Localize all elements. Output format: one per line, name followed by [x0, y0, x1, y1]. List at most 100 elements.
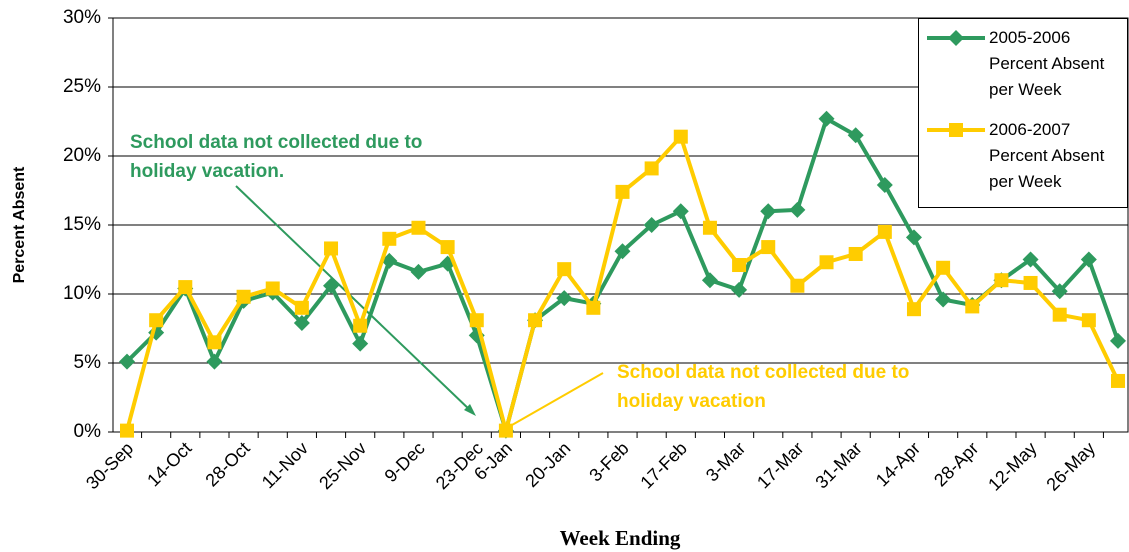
data-point [323, 277, 340, 294]
data-point [120, 423, 134, 438]
data-point [936, 260, 951, 275]
data-point [1023, 275, 1038, 290]
data-point [1051, 283, 1068, 300]
y-tick-label: 25% [63, 76, 101, 97]
x-tick-label: 31-Mar [811, 438, 865, 492]
annotation-text: School data not collected due to [617, 362, 909, 383]
x-tick-label: 11-Nov [258, 438, 312, 492]
data-point [294, 300, 309, 315]
x-tick-label: 25-Nov [315, 438, 370, 493]
data-point [469, 313, 484, 328]
data-point [761, 240, 776, 255]
data-point [207, 335, 222, 350]
data-point [1052, 307, 1067, 322]
y-tick-label: 20% [63, 145, 101, 166]
annotation-pointer [511, 372, 604, 426]
x-axis-title: Week Ending [560, 526, 681, 550]
data-point [119, 353, 135, 370]
legend-item: 2005-2006 Percent Absent per Week [919, 25, 1129, 105]
annotation-text: holiday vacation [617, 391, 766, 412]
x-tick-label: 30-Sep [82, 438, 137, 493]
y-tick-label: 30% [63, 7, 101, 28]
data-point [324, 241, 339, 256]
data-point [848, 246, 863, 261]
data-point [382, 231, 397, 246]
data-point [352, 335, 369, 352]
data-point [556, 290, 573, 307]
x-tick-label: 26-May [1042, 438, 1099, 495]
data-point [732, 258, 747, 273]
data-point [672, 203, 689, 220]
data-point [615, 184, 630, 199]
data-point [644, 161, 659, 176]
data-point [498, 423, 513, 438]
data-point [528, 313, 543, 328]
data-point [789, 201, 806, 218]
annotation-text: School data not collected due to [130, 132, 422, 153]
data-point [819, 255, 834, 270]
legend-item: 2006-2007 Percent Absent per Week [919, 117, 1129, 197]
data-point [149, 313, 164, 328]
x-tick-label: 9-Dec [381, 438, 429, 486]
data-point [935, 291, 952, 308]
x-tick-label: 3-Mar [702, 438, 749, 485]
arrow-head [464, 404, 476, 416]
data-point [994, 273, 1009, 288]
data-point [1080, 251, 1097, 268]
legend-marker [948, 30, 964, 46]
plot-border [112, 17, 1129, 433]
x-tick-label: 14-Oct [143, 438, 195, 490]
data-point [906, 302, 921, 317]
data-point [790, 278, 805, 293]
data-point [206, 353, 223, 370]
data-point [760, 203, 777, 220]
data-point [702, 220, 717, 235]
data-point [178, 280, 193, 295]
y-axis-title: Percent Absent [11, 166, 28, 283]
x-tick-label: 28-Apr [930, 438, 982, 490]
data-point [1111, 373, 1125, 388]
y-tick-label: 5% [74, 352, 102, 373]
x-tick-label: 17-Feb [637, 438, 691, 492]
annotation-arrow [235, 185, 473, 413]
y-tick-label: 10% [63, 283, 101, 304]
data-point [1022, 251, 1039, 268]
data-point [236, 289, 251, 304]
data-point [643, 217, 660, 233]
data-point [876, 176, 893, 193]
data-point [701, 272, 718, 289]
x-tick-label: 12-May [984, 438, 1041, 495]
data-point [673, 129, 688, 144]
y-tick-label: 0% [74, 421, 102, 442]
x-tick-label: 17-Mar [753, 438, 807, 492]
x-tick-label: 28-Oct [201, 438, 253, 490]
data-point [818, 110, 835, 127]
legend-marker [949, 123, 963, 137]
legend: 2005-2006 Percent Absent per Week 2006-20… [918, 18, 1128, 208]
legend-label: 2006-2007 Percent Absent per Week [989, 120, 1105, 191]
data-point [905, 229, 922, 246]
data-point [586, 300, 601, 315]
x-tick-label: 14-Apr [872, 438, 924, 490]
data-point [1081, 313, 1096, 328]
data-point [411, 220, 426, 235]
data-point [965, 299, 980, 314]
data-point [410, 263, 427, 280]
y-tick-label: 15% [63, 214, 101, 235]
data-point [293, 314, 310, 331]
legend-swatch [927, 123, 985, 137]
data-point [847, 127, 864, 144]
annotation-text: holiday vacation. [130, 161, 284, 182]
data-point [440, 240, 455, 255]
legend-swatch [927, 30, 985, 46]
data-point [265, 281, 280, 296]
data-point [614, 243, 631, 260]
data-point [731, 281, 748, 298]
data-point [353, 318, 368, 333]
data-point [1110, 332, 1126, 349]
x-tick-label: 20-Jan [521, 438, 574, 491]
data-point [877, 224, 892, 239]
data-point [557, 262, 572, 277]
legend-label: 2005-2006 Percent Absent per Week [989, 28, 1105, 99]
